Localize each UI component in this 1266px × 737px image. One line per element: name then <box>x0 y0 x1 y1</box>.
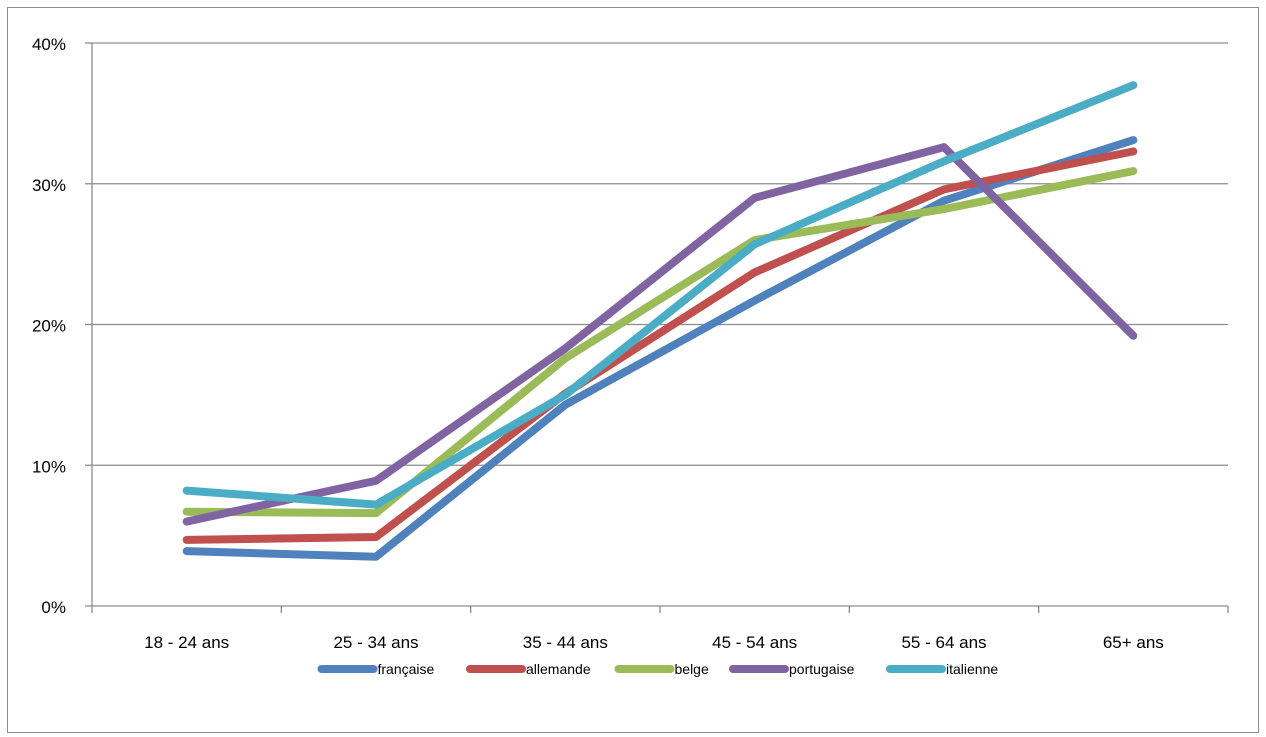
legend-label: allemande <box>526 661 591 677</box>
legend-item: française <box>317 661 435 677</box>
legend-item: italienne <box>886 661 998 677</box>
legend-label: française <box>378 661 435 677</box>
legend: française allemande belge portugaise italien… <box>317 661 998 677</box>
series-line-allemande <box>182 147 1138 544</box>
x-tick-label: 45 - 54 ans <box>712 633 797 652</box>
series-line-portugaise <box>182 143 1138 526</box>
legend-label: portugaise <box>789 661 855 677</box>
y-tick-label: 0% <box>41 598 66 617</box>
axes <box>85 42 1229 613</box>
y-tick-label: 40% <box>32 35 66 54</box>
x-tick-label: 55 - 64 ans <box>901 633 986 652</box>
y-tick-label: 20% <box>32 317 66 336</box>
y-axis-tick-labels: 0% 10% 20% 30% 40% <box>32 35 66 617</box>
legend-item: allemande <box>466 661 591 677</box>
series-line-française <box>182 136 1138 561</box>
legend-item: belge <box>614 661 709 677</box>
series-line-italienne <box>182 81 1138 509</box>
x-tick-label: 35 - 44 ans <box>523 633 608 652</box>
x-tick-label: 18 - 24 ans <box>144 633 229 652</box>
series-line-belge <box>182 167 1138 518</box>
legend-item: portugaise <box>729 661 855 677</box>
x-tick-label: 25 - 34 ans <box>333 633 418 652</box>
x-axis-tick-labels: 18 - 24 ans 25 - 34 ans 35 - 44 ans 45 - 54… <box>144 633 1164 652</box>
gridlines <box>92 42 1228 466</box>
x-tick-label: 65+ ans <box>1103 633 1164 652</box>
legend-label: italienne <box>946 661 998 677</box>
y-tick-label: 10% <box>32 457 66 476</box>
legend-label: belge <box>675 661 709 677</box>
series-lines <box>182 81 1138 561</box>
y-tick-label: 30% <box>32 176 66 195</box>
